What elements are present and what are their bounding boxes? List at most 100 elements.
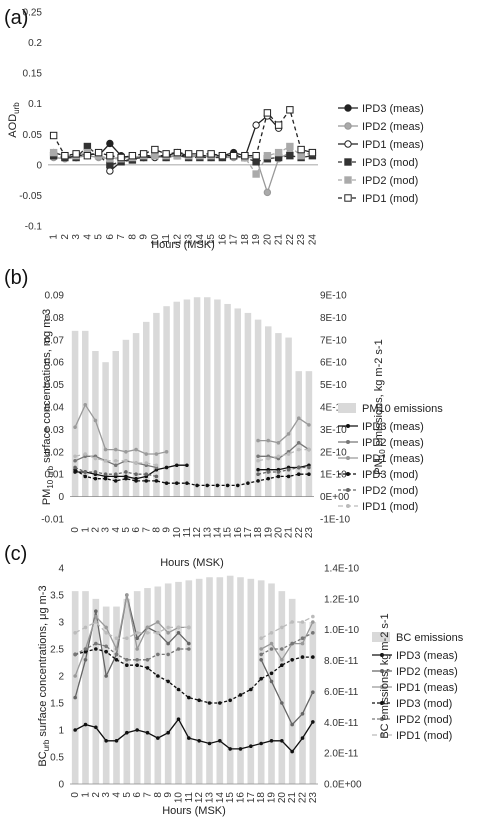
series-ipd2-meas — [73, 593, 315, 727]
data-point — [174, 481, 179, 485]
data-point — [145, 625, 150, 630]
legend-label: PM10 emissions — [362, 403, 443, 415]
y-tick-label: -0.1 — [25, 222, 43, 233]
x-tick-label: 9 — [162, 527, 173, 533]
x-tick-label: 8 — [127, 234, 138, 240]
series-line-ipd2-meas — [74, 441, 310, 469]
y2-tick-label: 4.0E-11 — [324, 718, 359, 729]
x-tick-label: 17 — [243, 527, 254, 539]
emission-bar-8 — [154, 586, 162, 784]
data-point — [256, 454, 260, 459]
data-point — [73, 458, 77, 463]
data-point — [124, 470, 128, 474]
y-tick-label: 3 — [58, 618, 64, 629]
data-point — [290, 658, 294, 662]
x-tick-label: 7 — [141, 527, 152, 533]
data-point — [73, 454, 77, 459]
x-tick-label: 20 — [262, 234, 273, 246]
y-tick-label: -0.05 — [19, 191, 42, 202]
series-ipd1-mod — [49, 106, 317, 162]
data-point — [93, 470, 98, 474]
data-point — [73, 631, 77, 635]
data-point — [83, 722, 88, 727]
data-point — [134, 447, 138, 452]
y-tick-label: 4 — [58, 564, 64, 575]
y-tick-label: 0.04 — [45, 403, 65, 414]
series-line-ipd2-meas — [53, 152, 291, 195]
x-tick-label: 3 — [101, 792, 112, 798]
emission-bar-19 — [264, 326, 272, 497]
legend-label: IPD1 (meas) — [362, 139, 424, 151]
data-point — [151, 145, 159, 154]
x-tick-label: 17 — [229, 234, 240, 246]
legend-marker — [346, 504, 350, 508]
emission-bar-7 — [144, 588, 151, 784]
data-point — [83, 402, 88, 407]
data-point — [205, 483, 210, 488]
x-tick-label: 1 — [81, 792, 92, 798]
x-tick-label: 11 — [182, 527, 193, 538]
data-point — [135, 658, 139, 662]
data-point — [300, 636, 305, 640]
data-point — [259, 636, 263, 640]
y2-tick-label: 3E-10 — [320, 425, 347, 436]
data-point — [73, 674, 77, 678]
emission-bar-22 — [295, 371, 303, 497]
emission-bar-10 — [173, 301, 181, 497]
data-point — [185, 481, 189, 485]
data-point — [94, 148, 103, 157]
x-tick-label: 2 — [90, 527, 101, 533]
data-point — [125, 658, 129, 662]
data-point — [290, 641, 294, 646]
x-tick-label: 1 — [80, 527, 91, 533]
data-point — [103, 472, 108, 477]
data-point — [144, 472, 149, 477]
data-point — [103, 458, 108, 463]
data-point — [166, 625, 170, 630]
legend-label: IPD2 (meas) — [362, 437, 424, 449]
data-point — [269, 641, 274, 646]
series-line-ipd2-meas — [74, 594, 314, 726]
data-point — [307, 465, 311, 470]
y2-axis-label: PM10 emissions, kg m-2 s-1 — [373, 339, 387, 474]
emission-bar-14 — [214, 299, 221, 497]
data-point — [259, 741, 263, 746]
emission-bar-20 — [278, 591, 286, 784]
legend-marker — [346, 472, 350, 476]
data-point — [156, 631, 160, 635]
x-tick-label: 24 — [307, 234, 318, 246]
legend-label: IPD3 (meas) — [362, 103, 424, 115]
data-point — [166, 679, 170, 684]
y-tick-label: 0.08 — [45, 313, 65, 324]
legend-marker — [344, 158, 352, 166]
x-tick-label: 18 — [240, 234, 251, 246]
x-tick-label: 15 — [225, 792, 236, 804]
data-point — [280, 658, 284, 662]
data-point — [166, 631, 170, 635]
y-tick-label: -0.01 — [41, 515, 64, 526]
emission-bar-9 — [164, 583, 172, 784]
y2-tick-label: 8.0E-11 — [324, 656, 359, 667]
data-point — [286, 452, 291, 456]
series-ipd1-mod — [73, 447, 311, 468]
data-point — [83, 142, 92, 151]
data-point — [156, 674, 160, 678]
data-point — [166, 652, 170, 657]
data-point — [83, 647, 88, 651]
data-point — [106, 161, 114, 169]
x-tick-label: 16 — [217, 234, 228, 246]
data-point — [300, 736, 305, 740]
legend-marker — [380, 685, 384, 689]
data-point — [124, 476, 128, 481]
emission-bar-13 — [206, 577, 213, 784]
data-point — [300, 712, 305, 716]
emission-bar-11 — [183, 299, 191, 497]
legend-marker — [344, 104, 352, 112]
data-point — [266, 470, 271, 474]
legend-label: IPD3 (meas) — [362, 421, 424, 433]
y-axis-label: PM10 urb surface concentrations, mg m-3 — [41, 309, 55, 505]
x-tick-label: 10 — [172, 527, 183, 539]
data-point — [296, 465, 301, 470]
data-point — [114, 647, 119, 651]
